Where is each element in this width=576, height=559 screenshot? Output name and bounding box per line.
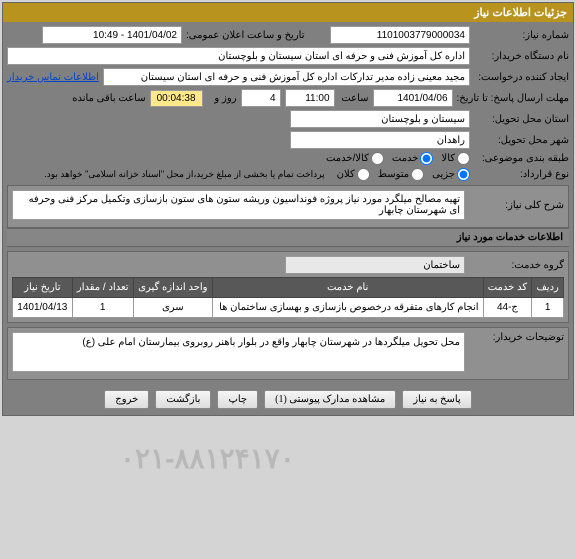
radio-partial[interactable]: جزیی: [432, 168, 470, 181]
group-label: گروه خدمت:: [469, 260, 564, 271]
reply-button[interactable]: پاسخ به نیاز: [402, 390, 472, 409]
panel-body: شماره نیاز: 1101003779000034 تاریخ و ساع…: [3, 22, 573, 384]
back-button[interactable]: بازگشت: [155, 390, 211, 409]
table-row: 1 ج-44 انجام کارهای متفرقه درخصوص بازساز…: [13, 298, 564, 318]
creator-value: مجید معینی زاده مدیر تدارکات اداره کل آم…: [103, 68, 470, 86]
th-name: نام خدمت: [212, 278, 483, 298]
pay-radio-group: جزیی متوسط کلان: [337, 168, 470, 181]
class-label: طبقه بندی موضوعی:: [474, 153, 569, 164]
announce-label: تاریخ و ساعت اعلان عمومی:: [186, 30, 326, 41]
radio-service[interactable]: خدمت: [392, 152, 434, 165]
row-desc: شرح کلی نیاز: تهیه مصالح میلگرد مورد نیا…: [12, 190, 564, 220]
row-creator: ایجاد کننده درخواست: مجید معینی زاده مدی…: [7, 68, 569, 86]
announce-value: 1401/04/02 - 10:49: [42, 26, 182, 44]
row-classification: طبقه بندی موضوعی: کالا خدمت کالا/خدمت: [7, 152, 569, 165]
radio-medium-label: متوسط: [378, 169, 409, 180]
contact-link[interactable]: اطلاعات تماس خریدار: [7, 72, 99, 83]
radio-goods-label: کالا: [441, 153, 455, 164]
row-city: شهر محل تحویل: راهدان: [7, 131, 569, 149]
td-date: 1401/04/13: [13, 298, 73, 318]
radio-goods-input[interactable]: [457, 152, 470, 165]
pay-type-label: نوع قرارداد:: [474, 169, 569, 180]
class-radio-group: کالا خدمت کالا/خدمت: [326, 152, 470, 165]
exit-button[interactable]: خروج: [104, 390, 149, 409]
panel-title: جزئیات اطلاعات نیاز: [3, 3, 573, 22]
deadline-date: 1401/04/06: [373, 89, 453, 107]
desc-value: تهیه مصالح میلگرد مورد نیاز پروژه فونداس…: [12, 190, 465, 220]
req-no-label: شماره نیاز:: [474, 30, 569, 41]
deadline-label: مهلت ارسال پاسخ: تا تاریخ:: [457, 93, 569, 104]
group-value: ساختمان: [285, 256, 465, 274]
radio-service-label: خدمت: [392, 153, 419, 164]
print-button[interactable]: چاپ: [217, 390, 258, 409]
th-unit: واحد اندازه گیری: [133, 278, 212, 298]
hour-label: ساعت: [339, 93, 369, 104]
td-code: ج-44: [483, 298, 532, 318]
city-label: شهر محل تحویل:: [474, 135, 569, 146]
req-no-value: 1101003779000034: [330, 26, 470, 44]
city-value: راهدان: [290, 131, 470, 149]
pay-desc: پرداخت تمام یا بخشی از مبلغ خرید،از محل …: [44, 169, 324, 180]
services-box: گروه خدمت: ساختمان ردیف کد خدمت نام خدمت…: [7, 251, 569, 323]
countdown-timer: 00:04:38: [150, 90, 203, 107]
th-code: کد خدمت: [483, 278, 532, 298]
day-label: روز و: [207, 93, 237, 104]
remaining-label: ساعت باقی مانده: [66, 93, 146, 104]
province-label: استان محل تحویل:: [474, 114, 569, 125]
row-contract-type: نوع قرارداد: جزیی متوسط کلان پرداخت تمام…: [7, 168, 569, 181]
device-value: اداره کل آموزش فنی و حرفه ای استان سیستا…: [7, 47, 470, 65]
days-value: 4: [241, 89, 281, 107]
buyer-desc-value: محل تحویل میلگردها در شهرستان چابهار واق…: [12, 332, 465, 372]
sub-header: اطلاعات خدمات مورد نیاز: [7, 228, 569, 247]
radio-service-input[interactable]: [420, 152, 433, 165]
td-qty: 1: [72, 298, 133, 318]
creator-label: ایجاد کننده درخواست:: [474, 72, 569, 83]
row-device: نام دستگاه خریدار: اداره کل آموزش فنی و …: [7, 47, 569, 65]
radio-both-input[interactable]: [371, 152, 384, 165]
deadline-hour: 11:00: [285, 89, 335, 107]
watermark-phone: ۰۲۱-۸۸۱۲۴۱۷۰: [120, 442, 295, 475]
radio-high-label: کلان: [337, 169, 355, 180]
desc-label: شرح کلی نیاز:: [469, 200, 564, 211]
radio-high[interactable]: کلان: [337, 168, 370, 181]
table-header-row: ردیف کد خدمت نام خدمت واحد اندازه گیری ت…: [13, 278, 564, 298]
row-group: گروه خدمت: ساختمان: [12, 256, 564, 274]
radio-both-label: کالا/خدمت: [326, 153, 369, 164]
radio-both[interactable]: کالا/خدمت: [326, 152, 384, 165]
th-row: ردیف: [532, 278, 564, 298]
row-province: استان محل تحویل: سیستان و بلوچستان: [7, 110, 569, 128]
radio-medium-input[interactable]: [411, 168, 424, 181]
td-row: 1: [532, 298, 564, 318]
radio-goods[interactable]: کالا: [441, 152, 470, 165]
td-unit: سری: [133, 298, 212, 318]
button-row: پاسخ به نیاز مشاهده مدارک پیوستی (1) چاپ…: [3, 384, 573, 415]
device-label: نام دستگاه خریدار:: [474, 51, 569, 62]
main-panel: جزئیات اطلاعات نیاز شماره نیاز: 11010037…: [2, 2, 574, 416]
row-deadline: مهلت ارسال پاسخ: تا تاریخ: 1401/04/06 سا…: [7, 89, 569, 107]
buyer-desc-box: توضیحات خریدار: محل تحویل میلگردها در شه…: [7, 327, 569, 380]
radio-high-input[interactable]: [357, 168, 370, 181]
th-qty: تعداد / مقدار: [72, 278, 133, 298]
services-table: ردیف کد خدمت نام خدمت واحد اندازه گیری ت…: [12, 277, 564, 318]
desc-box: شرح کلی نیاز: تهیه مصالح میلگرد مورد نیا…: [7, 185, 569, 228]
docs-button[interactable]: مشاهده مدارک پیوستی (1): [264, 390, 396, 409]
radio-partial-input[interactable]: [457, 168, 470, 181]
td-name: انجام کارهای متفرقه درخصوص بازسازی و بهس…: [212, 298, 483, 318]
th-date: تاریخ نیاز: [13, 278, 73, 298]
buyer-desc-label: توضیحات خریدار:: [469, 332, 564, 343]
row-buyer-desc: توضیحات خریدار: محل تحویل میلگردها در شه…: [12, 332, 564, 372]
radio-medium[interactable]: متوسط: [378, 168, 424, 181]
province-value: سیستان و بلوچستان: [290, 110, 470, 128]
row-req-no: شماره نیاز: 1101003779000034 تاریخ و ساع…: [7, 26, 569, 44]
radio-partial-label: جزیی: [432, 169, 455, 180]
